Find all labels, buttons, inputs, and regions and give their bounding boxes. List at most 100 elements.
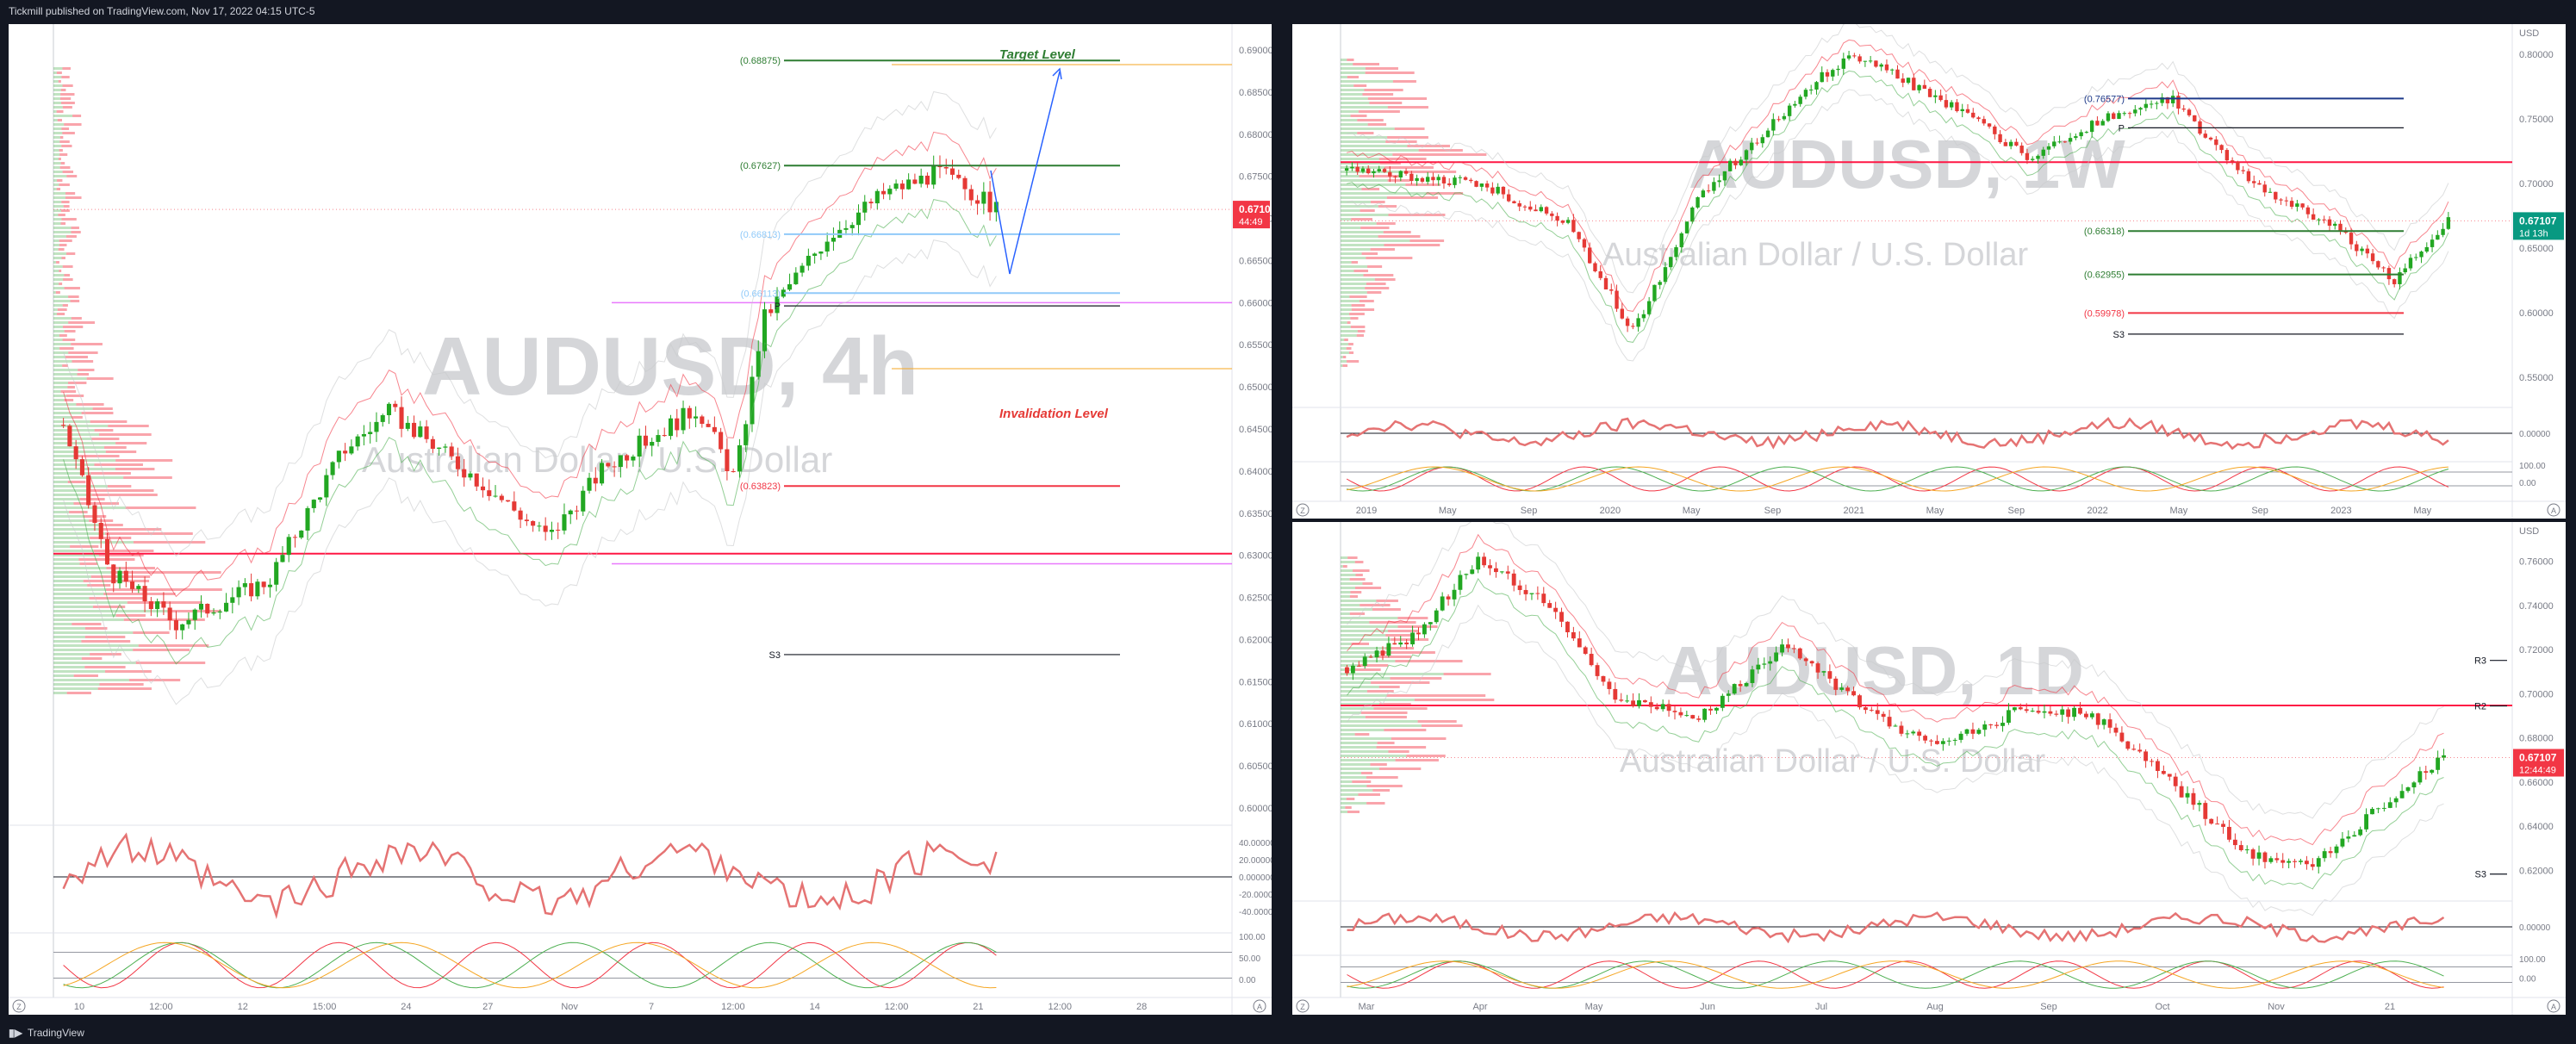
volume-profile-bar-up [53,222,61,225]
volume-profile-bar-up [53,562,80,565]
price-tick-label: 0.64000 [2519,822,2554,832]
candle-body [2355,244,2359,252]
candle-body [67,426,72,447]
candle-body [123,570,128,581]
candle-body [2311,214,2316,221]
price-tick-label: 0.60000 [1239,804,1272,814]
chart-panel-1d[interactable]: AUDUSD, 1D Australian Dollar / U.S. Dolla… [1292,522,2566,1015]
zoom-reset-button [12,999,26,1013]
candle-body [1702,708,1708,720]
volume-profile-bar-up [53,201,62,203]
volume-profile-bar-up [53,235,66,238]
volume-profile-bar-down [1390,677,1442,680]
candle-body [1464,574,1469,575]
candle-body [637,435,642,457]
volume-profile-bar-up [53,80,59,83]
candle-body [224,602,229,612]
currency-label: USD [2519,526,2539,537]
candle-body [1993,126,1997,134]
volume-profile-bar-down [60,222,66,225]
candle-body [2424,771,2429,774]
time-tick-label: May [1926,506,1944,516]
candle-body [455,456,460,469]
volume-profile-bar-down [105,532,193,535]
volume-profile-bar-down [72,416,83,419]
level-label: S3 [2113,330,2125,340]
candle-body [2079,132,2083,137]
volume-profile-bar-up [53,291,56,294]
volume-profile-bar-up [53,67,63,70]
candle-body [2185,792,2190,798]
candle-body [1398,642,1403,645]
chart-panel-4h[interactable]: AUDUSD, 4h Australian Dollar / U.S. Dolla… [9,24,1272,1015]
candle-body [1982,119,1986,124]
volume-profile-bar-up [53,382,69,384]
volume-profile-bar-up [53,351,69,354]
price-tick-label: 0.65500 [1239,340,1272,351]
volume-profile-bar-down [61,201,70,203]
candle-body [650,442,655,446]
candle-body [1571,631,1576,639]
candle-body [1494,568,1498,573]
volume-profile-bar-down [1397,625,1438,628]
volume-profile-bar-down [1351,218,1372,221]
chart-1d-svg[interactable]: AUDUSD, 1D Australian Dollar / U.S. Dolla… [1292,522,2566,1015]
candle-body [161,601,166,608]
candle-body [2106,113,2111,121]
volume-profile-bar-up [1341,291,1367,294]
volume-profile-bar-up [53,209,62,212]
volume-profile-bar-up [1341,776,1366,779]
volume-profile-bar-down [59,283,63,285]
volume-profile-bar-down [1414,699,1495,701]
volume-profile-bar-down [56,71,62,74]
candle-body [2274,858,2280,861]
volume-profile-bar-down [1387,179,1410,182]
volume-profile-bar-down [1355,574,1363,576]
volume-profile-bar-down [62,171,74,173]
candle-body [1463,177,1468,180]
volume-profile-bar-down [70,300,80,302]
candle-body [2000,723,2005,726]
volume-profile-bar-down [1344,339,1348,341]
candle-body [1738,684,1743,687]
volume-profile-bar-down [1348,351,1354,354]
candle-body [849,225,855,228]
volume-profile-bar-down [1351,261,1359,264]
volume-profile-bar-down [60,390,77,393]
candle-body [987,191,992,213]
volume-profile-bar-down [1360,604,1391,606]
volume-profile-bar-up [1341,673,1444,675]
price-tick-label: 0.65000 [2519,244,2554,254]
volume-profile-bar-down [70,545,99,548]
chart-panel-1w[interactable]: AUDUSD, 1W Australian Dollar / U.S. Dolla… [1292,24,2566,519]
candle-body [1717,180,1721,183]
osc2-tick-label: 0.00 [2519,975,2536,985]
volume-profile-bar-down [1357,119,1384,121]
level-label: (0.66813) [740,230,781,240]
candle-body [1362,656,1367,667]
volume-profile-bar-down [1405,183,1441,186]
volume-profile-bar-down [90,537,132,539]
candle-body [349,446,354,454]
volume-profile-bar-up [53,317,72,320]
volume-profile-bar-up [1341,295,1350,298]
volume-profile-bar-up [53,502,74,505]
candle-body [2084,132,2089,134]
candle-body [543,525,548,532]
candle-body [130,581,135,589]
osc2-line [1347,960,2444,989]
tradingview-logo-icon[interactable]: ▮▶ [9,1027,22,1039]
envelope-upper-line [1346,24,2449,294]
time-tick-label: Sep [2251,506,2268,516]
volume-profile-bar-up [53,278,64,281]
candle-body [2224,150,2230,161]
candle-body [1839,687,1845,690]
volume-profile-bar-up [53,339,63,341]
price-tick-label: 0.69000 [1239,46,1272,56]
volume-profile-bar-up [53,631,134,634]
footer-brand[interactable]: TradingView [27,1027,84,1039]
volume-profile-bar-up [53,119,58,121]
candle-body [2268,858,2274,862]
